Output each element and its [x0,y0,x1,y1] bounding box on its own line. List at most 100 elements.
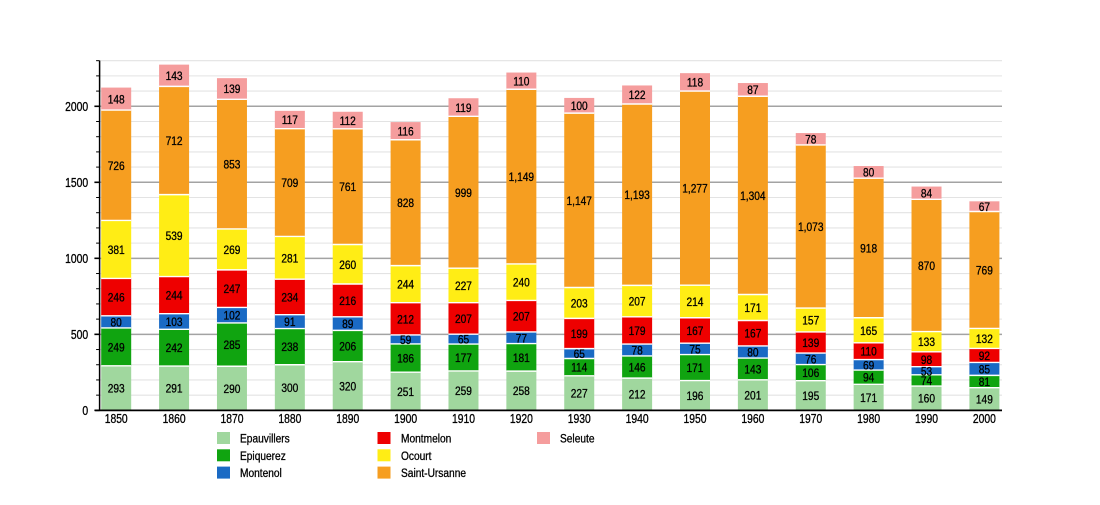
svg-text:870: 870 [918,259,935,273]
svg-text:1860: 1860 [163,412,186,426]
svg-text:122: 122 [629,88,646,102]
svg-text:269: 269 [223,243,240,257]
svg-text:143: 143 [744,362,761,376]
svg-text:149: 149 [976,393,993,407]
svg-text:80: 80 [111,315,122,329]
svg-text:258: 258 [513,384,530,398]
svg-text:106: 106 [802,366,819,380]
svg-text:102: 102 [223,309,240,323]
svg-text:2000: 2000 [65,100,88,114]
svg-text:769: 769 [976,263,993,277]
svg-text:1880: 1880 [278,412,301,426]
svg-text:143: 143 [166,69,183,83]
svg-text:246: 246 [108,291,125,305]
svg-text:117: 117 [282,113,298,127]
svg-text:1,193: 1,193 [624,188,650,202]
svg-text:146: 146 [629,361,646,375]
svg-text:240: 240 [513,276,530,290]
svg-text:207: 207 [629,295,646,309]
svg-text:247: 247 [223,282,240,296]
svg-text:100: 100 [571,99,588,113]
svg-text:1920: 1920 [510,412,533,426]
svg-text:2000: 2000 [973,412,996,426]
svg-text:112: 112 [340,114,356,128]
svg-text:259: 259 [455,384,472,398]
svg-text:249: 249 [108,340,125,354]
svg-text:244: 244 [397,278,414,292]
svg-text:1,149: 1,149 [509,170,535,184]
svg-text:234: 234 [281,290,298,304]
svg-text:300: 300 [281,381,298,395]
svg-text:293: 293 [108,382,125,396]
svg-text:1900: 1900 [394,412,417,426]
svg-text:Epauvillers: Epauvillers [240,432,290,446]
svg-text:212: 212 [397,312,414,326]
svg-text:167: 167 [687,324,704,338]
svg-text:65: 65 [574,347,585,361]
svg-text:92: 92 [979,349,990,363]
svg-text:281: 281 [281,251,298,265]
svg-text:212: 212 [629,388,646,402]
svg-text:148: 148 [108,92,125,106]
svg-text:227: 227 [455,279,472,293]
svg-text:110: 110 [513,74,529,88]
svg-text:139: 139 [223,82,240,96]
svg-text:712: 712 [166,134,183,148]
svg-text:206: 206 [339,340,356,354]
svg-text:167: 167 [744,327,761,341]
svg-text:53: 53 [921,364,932,378]
svg-text:207: 207 [513,310,530,324]
svg-text:165: 165 [860,324,877,338]
svg-text:85: 85 [979,362,990,376]
svg-text:260: 260 [339,258,356,272]
svg-text:1960: 1960 [741,412,764,426]
svg-text:116: 116 [397,124,413,138]
svg-text:709: 709 [281,176,298,190]
svg-text:78: 78 [805,132,816,146]
svg-text:216: 216 [339,294,356,308]
svg-text:199: 199 [571,327,588,341]
svg-text:214: 214 [687,295,704,309]
svg-text:171: 171 [860,391,877,405]
svg-text:67: 67 [979,200,990,214]
svg-text:69: 69 [863,358,874,372]
svg-text:160: 160 [918,392,935,406]
svg-text:139: 139 [802,336,819,350]
svg-text:75: 75 [689,342,700,356]
svg-text:1910: 1910 [452,412,475,426]
svg-text:1940: 1940 [626,412,649,426]
svg-text:Seleute: Seleute [560,432,595,446]
svg-text:1930: 1930 [568,412,591,426]
svg-text:291: 291 [166,382,183,396]
svg-text:98: 98 [921,353,932,367]
svg-text:1870: 1870 [220,412,243,426]
svg-text:179: 179 [629,324,646,338]
svg-text:186: 186 [397,352,414,366]
svg-text:87: 87 [747,83,758,97]
svg-text:110: 110 [861,345,877,359]
svg-text:999: 999 [455,186,472,200]
svg-text:500: 500 [71,328,88,342]
svg-text:203: 203 [571,296,588,310]
svg-text:251: 251 [397,385,414,399]
svg-text:78: 78 [631,343,642,357]
svg-text:89: 89 [342,317,353,331]
svg-text:80: 80 [863,166,874,180]
svg-text:177: 177 [455,351,472,365]
svg-text:Montmelon: Montmelon [401,432,451,446]
svg-text:0: 0 [82,404,88,418]
svg-text:119: 119 [455,101,471,115]
svg-text:181: 181 [513,351,530,365]
svg-text:1980: 1980 [857,412,880,426]
svg-text:65: 65 [458,333,469,347]
svg-text:227: 227 [571,387,588,401]
svg-text:74: 74 [921,374,932,388]
svg-text:157: 157 [802,313,819,327]
svg-text:76: 76 [805,352,816,366]
svg-text:1,277: 1,277 [682,182,708,196]
svg-text:290: 290 [223,382,240,396]
svg-text:171: 171 [744,301,761,315]
svg-text:1970: 1970 [799,412,822,426]
svg-text:80: 80 [747,345,758,359]
svg-text:84: 84 [921,186,932,200]
